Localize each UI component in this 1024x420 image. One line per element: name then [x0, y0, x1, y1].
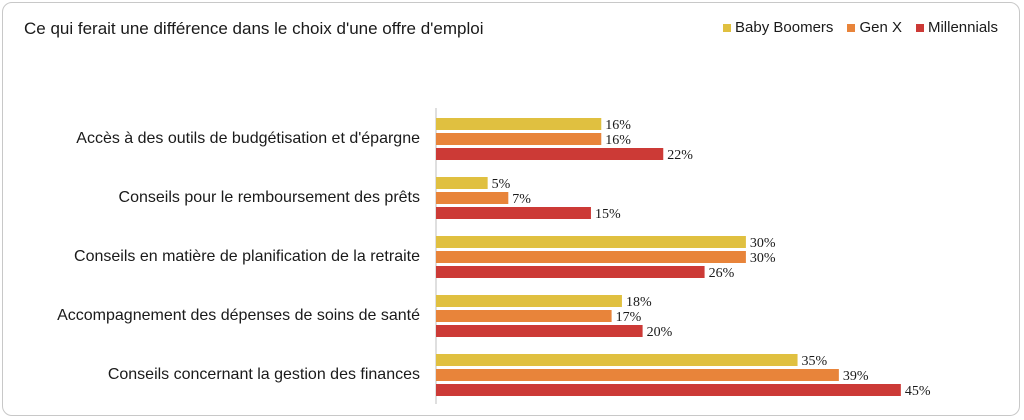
- bar-1-2: [436, 207, 591, 219]
- data-label-3-2: 20%: [647, 325, 673, 340]
- category-label-2: Conseils en matière de planification de …: [74, 248, 420, 265]
- bar-2-0: [436, 236, 746, 248]
- legend-label-0: Baby Boomers: [735, 19, 834, 36]
- data-label-0-0: 16%: [605, 118, 631, 133]
- data-label-1-1: 7%: [512, 192, 531, 207]
- data-label-2-0: 30%: [750, 236, 776, 251]
- category-label-0: Accès à des outils de budgétisation et d…: [76, 130, 420, 147]
- data-label-4-2: 45%: [905, 384, 931, 399]
- data-label-0-2: 22%: [667, 148, 693, 163]
- data-label-2-1: 30%: [750, 251, 776, 266]
- legend-swatch-0: [723, 23, 732, 32]
- data-label-1-0: 5%: [492, 177, 511, 192]
- bar-1-0: [436, 177, 488, 189]
- chart-title: Ce qui ferait une différence dans le cho…: [24, 19, 484, 38]
- legend-label-2: Millennials: [927, 19, 998, 36]
- legend-item-2: Millennials: [915, 19, 998, 36]
- bar-3-2: [436, 325, 643, 337]
- bar-2-2: [436, 266, 705, 278]
- data-label-0-1: 16%: [605, 133, 631, 148]
- category-label-1: Conseils pour le remboursement des prêts: [119, 189, 420, 206]
- bar-4-2: [436, 384, 901, 396]
- data-label-3-1: 17%: [616, 310, 642, 325]
- data-label-3-0: 18%: [626, 295, 652, 310]
- bar-3-0: [436, 295, 622, 307]
- legend-item-1: Gen X: [847, 19, 902, 36]
- bar-1-1: [436, 192, 509, 204]
- bar-2-1: [436, 251, 746, 263]
- bar-0-0: [436, 118, 602, 130]
- legend-swatch-2: [915, 23, 924, 32]
- legend-swatch-1: [847, 23, 856, 32]
- category-label-3: Accompagnement des dépenses de soins de …: [57, 307, 420, 324]
- bar-4-1: [436, 369, 839, 381]
- bar-4-0: [436, 354, 798, 366]
- legend-item-0: Baby Boomers: [723, 19, 833, 36]
- bar-3-1: [436, 310, 612, 322]
- legend-label-1: Gen X: [859, 19, 902, 36]
- data-label-4-0: 35%: [802, 354, 828, 369]
- bar-0-1: [436, 133, 602, 145]
- data-label-1-2: 15%: [595, 207, 621, 222]
- bar-0-2: [436, 148, 664, 160]
- category-label-4: Conseils concernant la gestion des finan…: [108, 366, 420, 383]
- data-label-4-1: 39%: [843, 369, 869, 384]
- data-label-2-2: 26%: [709, 266, 735, 281]
- legend: Baby Boomers Gen X Millennials: [723, 19, 998, 36]
